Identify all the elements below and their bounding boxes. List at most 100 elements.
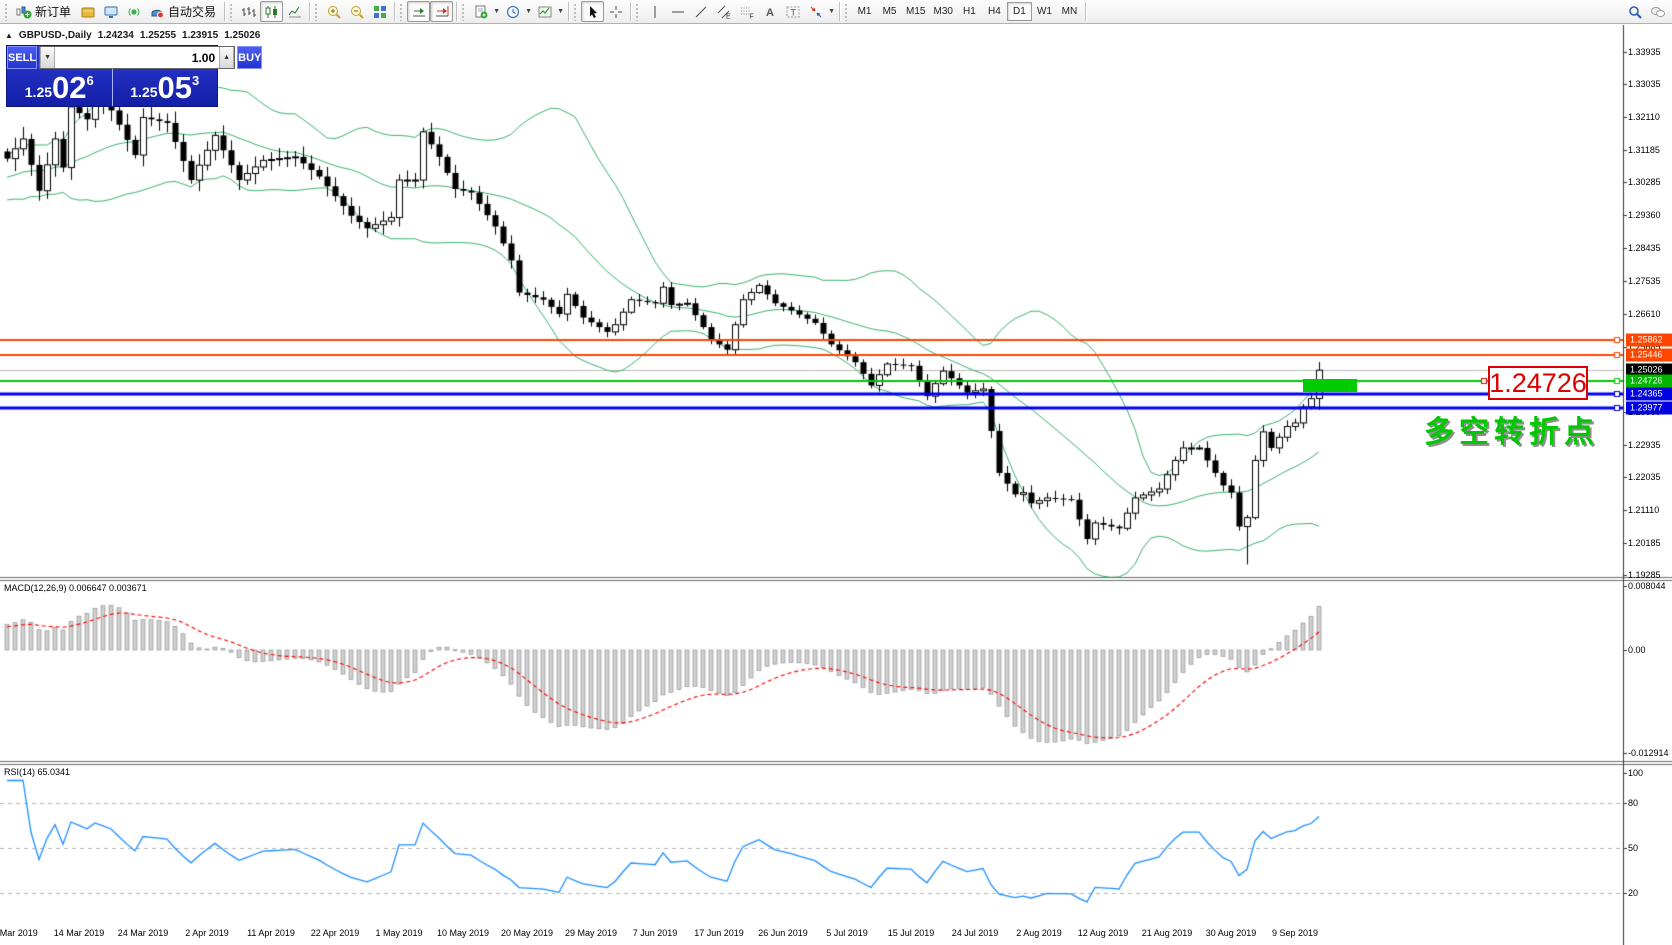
text-button[interactable]: A <box>758 1 781 22</box>
timeframe-h1-button[interactable]: H1 <box>963 6 976 17</box>
timeframe-m15-button[interactable]: M15 <box>906 6 926 17</box>
arrows-button[interactable] <box>804 1 827 22</box>
auto-scroll-icon <box>411 4 427 20</box>
price-alert-box[interactable]: 1.24726 <box>1488 366 1588 400</box>
toolbar-group-handle[interactable] <box>844 2 850 21</box>
candlestick-icon <box>264 4 280 20</box>
chart-area: ▲ GBPUSD-,Daily 1.24234 1.25255 1.23915 … <box>0 25 1672 945</box>
sell-price[interactable]: 1.25 02 6 <box>7 69 113 106</box>
chart-profile-icon <box>80 4 96 20</box>
zoom-out-button[interactable] <box>345 1 368 22</box>
indicators-dropdown-arrow[interactable]: ▼ <box>493 8 500 15</box>
periods-icon <box>505 4 521 20</box>
toolbar-group-handle[interactable] <box>399 2 405 21</box>
chart-shift-icon <box>434 4 450 20</box>
buy-price-big: 05 <box>157 70 192 105</box>
highlight-segment-object[interactable] <box>1303 379 1357 392</box>
templates-button[interactable] <box>533 1 556 22</box>
ohlc-high: 1.25255 <box>139 30 177 41</box>
toolbar-group-handle[interactable] <box>229 2 235 21</box>
signals-button[interactable] <box>122 1 145 22</box>
line-chart-button[interactable] <box>283 1 306 22</box>
equidistant-channel-button[interactable]: E <box>712 1 735 22</box>
toolbar-group-handle[interactable] <box>314 2 320 21</box>
fibonacci-icon: F <box>739 4 755 20</box>
indicators-button[interactable] <box>469 1 492 22</box>
buy-price[interactable]: 1.25 05 3 <box>113 69 218 106</box>
toolbar-separator <box>456 2 458 21</box>
collapse-panel-icon[interactable]: ▲ <box>5 31 13 40</box>
autotrading-icon <box>149 4 165 20</box>
bar-chart-icon <box>241 4 257 20</box>
toolbar-group-handle[interactable] <box>461 2 467 21</box>
ohlc-close: 1.25026 <box>224 30 261 41</box>
toolbar-separator <box>224 2 226 21</box>
trendline-button[interactable] <box>689 1 712 22</box>
new-order-icon <box>16 4 32 20</box>
chart-shift-button[interactable] <box>430 1 454 22</box>
new-order-label[interactable]: 新订单 <box>35 5 72 19</box>
volume-increment-button[interactable]: ▲ <box>219 47 235 68</box>
text-icon: A <box>762 4 778 20</box>
autotrading-label[interactable]: 自动交易 <box>168 5 217 19</box>
periods-button[interactable] <box>501 1 524 22</box>
chart-profile-button[interactable] <box>76 1 99 22</box>
zoom-out-icon <box>349 4 365 20</box>
crosshair-button[interactable] <box>604 1 627 22</box>
svg-text:E: E <box>726 13 731 20</box>
sell-button[interactable]: SELL <box>7 46 38 69</box>
templates-dropdown-arrow[interactable]: ▼ <box>557 8 564 15</box>
symbol-period-label: GBPUSD-,Daily <box>18 30 92 41</box>
timeframe-m5-button[interactable]: M5 <box>882 6 897 17</box>
templates-icon <box>537 4 553 20</box>
timeframe-w1-button[interactable]: W1 <box>1036 6 1052 17</box>
volume-stepper: ▼ ▲ <box>39 46 236 69</box>
metaeditor-button[interactable] <box>99 1 122 22</box>
chart-legend: ▲ GBPUSD-,Daily 1.24234 1.25255 1.23915 … <box>5 30 260 41</box>
arrows-dropdown-arrow[interactable]: ▼ <box>828 8 835 15</box>
vertical-line-button[interactable] <box>643 1 666 22</box>
timeframe-h4-button[interactable]: H4 <box>988 6 1001 17</box>
sell-price-big: 02 <box>52 70 87 105</box>
search-button[interactable] <box>1623 1 1646 22</box>
toolbar-group-handle[interactable] <box>635 2 641 21</box>
toolbar-group-handle[interactable] <box>4 2 9 21</box>
new-order-button[interactable] <box>12 1 35 22</box>
auto-scroll-button[interactable] <box>407 1 431 22</box>
zoom-in-icon <box>326 4 342 20</box>
text-label-button[interactable]: T <box>781 1 804 22</box>
volume-decrement-button[interactable]: ▼ <box>40 47 56 68</box>
buy-price-main: 1.25 <box>130 83 158 100</box>
toolbar-separator <box>309 2 311 21</box>
volume-input[interactable] <box>55 47 220 68</box>
timeframe-mn-button[interactable]: MN <box>1061 6 1078 17</box>
equidistant-channel-icon: E <box>716 4 732 20</box>
cursor-button[interactable] <box>581 1 605 22</box>
toolbar-separator <box>394 2 396 21</box>
timeframe-d1-button[interactable]: D1 <box>1006 2 1032 21</box>
ohlc-open: 1.24234 <box>97 30 134 41</box>
indicators-icon <box>473 4 489 20</box>
zoom-in-button[interactable] <box>322 1 345 22</box>
chat-button[interactable] <box>1646 1 1669 22</box>
annotation-cn-text[interactable]: 多空转折点 <box>1424 416 1599 449</box>
toolbar-group-handle[interactable] <box>573 2 579 21</box>
tile-windows-icon <box>372 4 388 20</box>
fibonacci-button[interactable]: F <box>735 1 758 22</box>
autotrading-button[interactable] <box>145 1 168 22</box>
macd-legend: MACD(12,26,9) 0.006647 0.003671 <box>4 583 147 593</box>
timeframe-m30-button[interactable]: M30 <box>933 6 953 17</box>
svg-text:F: F <box>749 13 753 20</box>
horizontal-line-icon <box>670 4 686 20</box>
bar-chart-button[interactable] <box>237 1 260 22</box>
tile-windows-button[interactable] <box>368 1 391 22</box>
chart-canvas[interactable] <box>0 25 1672 945</box>
horizontal-line-button[interactable] <box>666 1 689 22</box>
sell-price-main: 1.25 <box>24 83 53 100</box>
periods-dropdown-arrow[interactable]: ▼ <box>525 8 532 15</box>
line-chart-icon <box>287 4 303 20</box>
timeframe-m1-button[interactable]: M1 <box>857 6 872 17</box>
buy-button[interactable]: BUY <box>237 46 263 69</box>
text-label-icon: T <box>785 4 801 20</box>
candlestick-button[interactable] <box>260 1 284 22</box>
